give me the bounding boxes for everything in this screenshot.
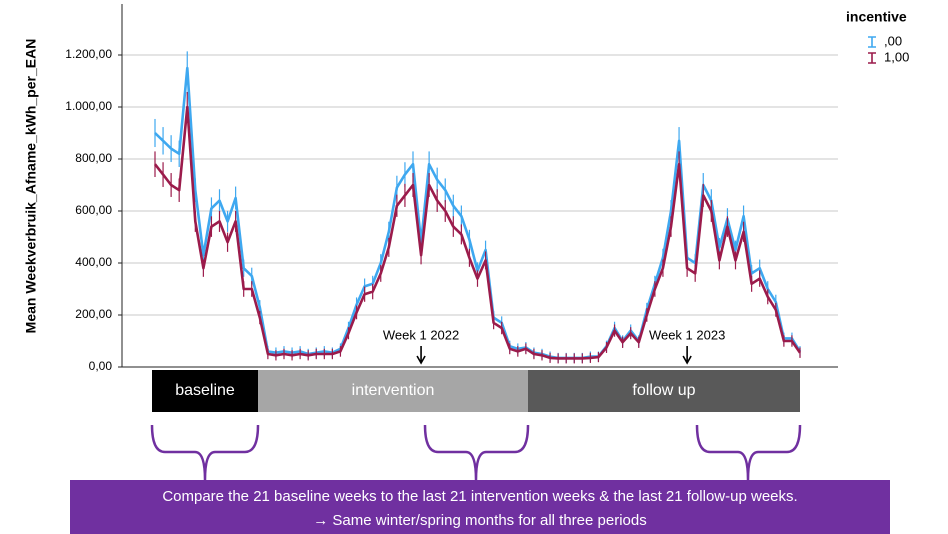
note-line: → Same winter/spring months for all thre… (313, 512, 646, 529)
annotation: Week 1 2023 (649, 327, 725, 342)
brace (423, 424, 530, 481)
y-tick-label: 0,00 (89, 359, 113, 373)
period-label: follow up (632, 382, 695, 399)
annotation-arrow (416, 346, 426, 365)
y-tick-label: 400,00 (75, 255, 112, 269)
y-tick-label: 600,00 (75, 203, 112, 217)
legend-swatch (868, 36, 876, 48)
legend-label: ,00 (884, 33, 902, 48)
annotation: Week 1 2022 (383, 327, 459, 342)
y-axis-label: Mean Weekverbruik_Afname_kWh_per_EAN (23, 39, 39, 334)
note-box (70, 480, 890, 534)
y-tick-label: 800,00 (75, 151, 112, 165)
annotation-arrow (682, 346, 692, 365)
note-line: Compare the 21 baseline weeks to the las… (162, 488, 797, 505)
line (154, 66, 802, 360)
y-tick-label: 1.000,00 (65, 99, 112, 113)
line (153, 105, 802, 360)
period-baseline (152, 370, 258, 412)
y-tick-label: 1.200,00 (65, 47, 112, 61)
legend-title: incentive (846, 9, 907, 25)
period-bar: baseline intervention follow up (152, 370, 800, 412)
period-intervention (258, 370, 528, 412)
y-tick-label: 200,00 (75, 307, 112, 321)
period-label: intervention (352, 382, 435, 399)
braces (150, 424, 802, 481)
period-follow-up (528, 370, 800, 412)
period-label: baseline (175, 382, 235, 399)
legend-swatch (868, 52, 876, 64)
series (153, 91, 802, 364)
brace (150, 424, 260, 481)
legend-label: 1,00 (884, 49, 909, 64)
brace (695, 424, 802, 481)
